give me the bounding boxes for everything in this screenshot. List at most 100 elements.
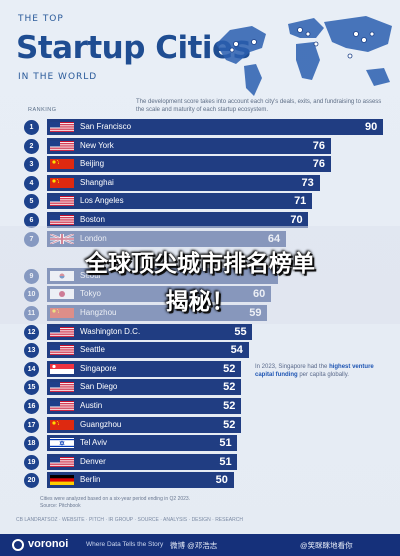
bar-mark xyxy=(47,342,249,359)
headline-overlay-band xyxy=(0,226,400,324)
bar-mark xyxy=(47,379,242,396)
score-label: 51 xyxy=(219,455,232,468)
rank-badge: 13 xyxy=(24,343,39,359)
score-label: 90 xyxy=(365,121,378,133)
score-label: 70 xyxy=(290,214,303,226)
weibo-handle: 微博 @邓浩志 xyxy=(170,541,218,550)
score-label: 76 xyxy=(312,158,325,171)
rank-badge: 17 xyxy=(24,417,39,433)
singapore-annotation: In 2023, Singapore had the highest ventu… xyxy=(255,363,380,379)
city-label: Boston xyxy=(80,215,105,224)
us-flag-icon xyxy=(50,215,74,225)
il-flag-icon xyxy=(50,438,74,449)
cn-flag-icon xyxy=(50,159,74,170)
score-label: 52 xyxy=(223,418,236,431)
chart-row: 20 Berlin 50 xyxy=(0,472,400,489)
bar-mark xyxy=(47,416,242,433)
chart-row: 13 Seattle 54 xyxy=(0,342,400,359)
us-flag-icon xyxy=(50,456,74,467)
city-label: Seattle xyxy=(80,345,105,355)
annotation-post: per capita globally. xyxy=(297,372,349,378)
score-label: 51 xyxy=(219,437,232,450)
chart-row: 3 Beijing 76 xyxy=(0,156,400,173)
us-flag-icon xyxy=(50,122,74,132)
city-label: Austin xyxy=(80,401,103,410)
bar-mark xyxy=(47,212,309,228)
footnote-text: Cities were analyzed based on a six-year… xyxy=(40,496,191,509)
footer-bar: voronoi Where Data Tells the Story 微博 @邓… xyxy=(0,534,400,556)
rank-badge: 3 xyxy=(24,157,39,173)
rank-badge: 18 xyxy=(24,436,39,452)
rank-badge: 4 xyxy=(24,175,39,191)
chart-row: 4 Shanghai 73 xyxy=(0,174,400,191)
score-label: 52 xyxy=(223,362,236,375)
city-label: Denver xyxy=(80,456,106,466)
score-label: 52 xyxy=(223,400,236,412)
rank-badge: 16 xyxy=(24,399,39,414)
score-label: 76 xyxy=(312,139,325,152)
ranking-label: RANKING xyxy=(28,107,57,113)
chart-row: 14 Singapore 52 xyxy=(0,360,400,377)
brand-tagline: Where Data Tells the Story xyxy=(86,541,164,548)
rank-badge: 14 xyxy=(24,361,39,377)
footnote: Cities were analyzed based on a six-year… xyxy=(40,496,340,510)
city-label: New York xyxy=(80,140,114,150)
rank-badge: 12 xyxy=(24,324,39,340)
rank-badge: 1 xyxy=(24,120,39,135)
us-flag-icon xyxy=(50,345,74,356)
city-label: San Francisco xyxy=(80,122,132,131)
partner-logos: CB LANDRATSOZ · WEBSITE · PITCH · IR GRO… xyxy=(16,517,243,523)
city-label: Los Angeles xyxy=(80,196,124,206)
rank-badge: 15 xyxy=(24,380,39,396)
chart-row: 6 Boston 70 xyxy=(0,212,400,228)
city-label: Singapore xyxy=(80,363,117,373)
brand-name: voronoi xyxy=(28,538,69,550)
chart-row: 12 Washington D.C. 55 xyxy=(0,323,400,340)
cn-flag-icon xyxy=(50,419,74,430)
headline-line-2: 揭秘！ xyxy=(165,289,235,315)
chart-row: 15 San Diego 52 xyxy=(0,379,400,396)
bar-mark xyxy=(47,156,331,173)
city-label: Washington D.C. xyxy=(80,326,141,336)
us-flag-icon xyxy=(50,196,74,207)
city-label: Shanghai xyxy=(80,177,114,187)
us-flag-icon xyxy=(50,401,74,411)
city-label: Berlin xyxy=(80,475,101,485)
page-title: Startup Cities xyxy=(16,30,251,66)
city-label: Beijing xyxy=(80,159,105,169)
score-label: 71 xyxy=(294,195,307,208)
score-label: 50 xyxy=(215,474,228,487)
cn-flag-icon xyxy=(50,177,74,188)
title-kicker-top: THE TOP xyxy=(18,14,64,24)
chart-row: 5 Los Angeles 71 xyxy=(0,193,400,210)
watermark: @笑眯眯地看你 xyxy=(300,541,353,550)
bar-mark xyxy=(47,119,383,135)
rank-badge: 2 xyxy=(24,138,39,154)
bar-mark xyxy=(47,137,331,154)
chart-row: 18 Tel Aviv 51 xyxy=(0,435,400,452)
bar-mark xyxy=(47,193,313,210)
city-label: San Diego xyxy=(80,382,118,392)
rank-badge: 19 xyxy=(24,454,39,470)
chart-row: 1 San Francisco 90 xyxy=(0,119,400,135)
us-flag-icon xyxy=(50,140,74,151)
bar-mark xyxy=(47,453,238,470)
chart-row: 17 Guangzhou 52 xyxy=(0,416,400,433)
rank-badge: 20 xyxy=(24,473,39,489)
bar-mark xyxy=(47,435,238,452)
score-label: 54 xyxy=(230,344,243,357)
bar-mark xyxy=(47,323,253,340)
bar-mark xyxy=(47,360,242,377)
city-label: Guangzhou xyxy=(80,419,122,429)
bar-mark xyxy=(47,398,242,414)
score-label: 73 xyxy=(301,176,314,189)
description-text: The development score takes into account… xyxy=(136,99,382,113)
bar-mark xyxy=(47,472,234,489)
world-map-icon xyxy=(216,16,392,96)
voronoi-logo-icon xyxy=(12,539,24,551)
chart-row: 16 Austin 52 xyxy=(0,398,400,414)
rank-badge: 5 xyxy=(24,194,39,210)
rank-badge: 6 xyxy=(24,213,39,228)
annotation-pre: In 2023, Singapore had the xyxy=(255,364,330,370)
